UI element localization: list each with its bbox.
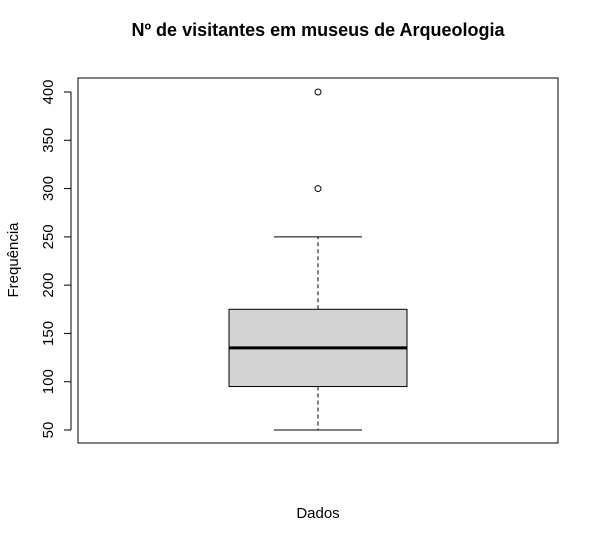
outlier-point xyxy=(314,185,322,193)
box-group xyxy=(228,88,408,431)
y-tick-label: 350 xyxy=(40,128,57,153)
outlier-point xyxy=(314,88,322,96)
x-axis-label: Dados xyxy=(296,505,339,522)
y-tick-label: 200 xyxy=(40,273,57,298)
y-tick-label: 400 xyxy=(40,79,57,104)
plot-frame xyxy=(77,77,559,444)
y-axis-label: Frequência xyxy=(5,222,22,298)
y-axis: 50 100 150 200 250 300 350 400 xyxy=(40,79,72,439)
y-tick-label: 150 xyxy=(40,321,57,346)
y-tick-label: 50 xyxy=(40,422,57,439)
chart-title: Nº de visitantes em museus de Arqueologi… xyxy=(131,20,505,40)
y-tick-label: 100 xyxy=(40,369,57,394)
y-tick-label: 250 xyxy=(40,224,57,249)
y-tick-label: 300 xyxy=(40,176,57,201)
